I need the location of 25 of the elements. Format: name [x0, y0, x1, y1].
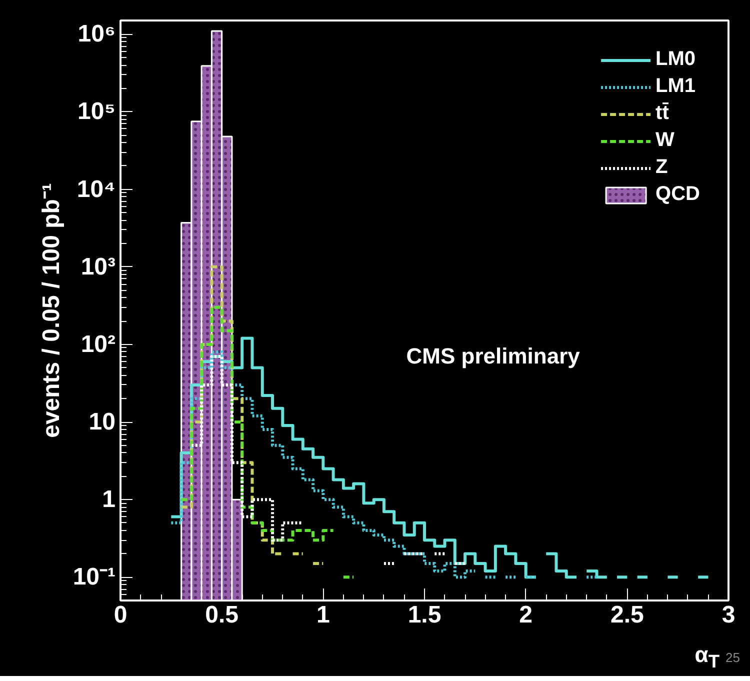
- legend-label: W: [656, 129, 676, 152]
- legend-label: LM1: [656, 75, 696, 98]
- y-tick-label: 10⁵: [78, 98, 116, 126]
- legend-label: Z: [656, 156, 669, 179]
- y-tick-label: 10²: [80, 330, 116, 358]
- x-tick-label: 0.5: [205, 602, 239, 628]
- x-tick-label: 1: [316, 602, 330, 628]
- y-tick-label: 10⁻¹: [72, 564, 116, 591]
- y-axis-title: events / 0.05 / 100 pb⁻¹: [38, 183, 65, 438]
- y-tick-label: 1: [102, 486, 116, 514]
- x-tick-label: 2: [519, 602, 533, 628]
- annotation: CMS preliminary: [406, 344, 581, 368]
- x-tick-label: 0: [114, 602, 128, 628]
- x-tick-label: 1.5: [408, 602, 442, 628]
- legend-label: QCD: [656, 183, 700, 206]
- y-tick-label: 10⁴: [76, 176, 116, 203]
- y-tick-label: 10: [88, 408, 116, 436]
- x-axis-title: α$_{T}$: [694, 642, 720, 672]
- text: 25: [726, 650, 740, 665]
- x-tick-label: 2.5: [610, 602, 644, 628]
- legend-label: LM0: [656, 48, 696, 71]
- y-tick-label: 10³: [80, 253, 116, 280]
- y-tick-label: 10⁶: [78, 20, 116, 48]
- legend-label: tt̄: [656, 102, 670, 125]
- x-tick-label: 3: [722, 602, 736, 628]
